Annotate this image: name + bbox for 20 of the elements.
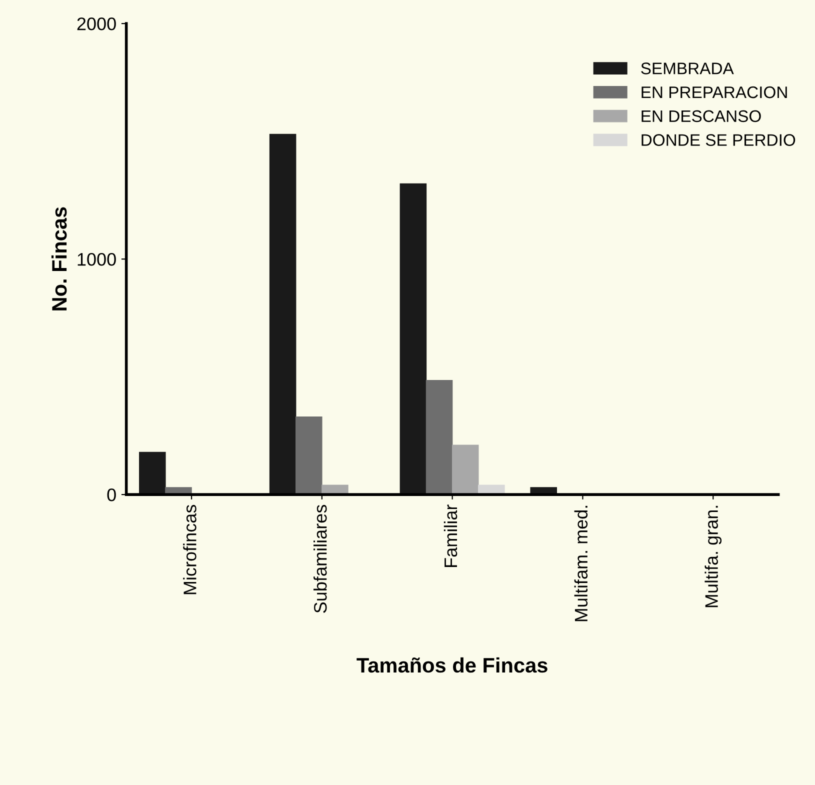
y-tick-label: 2000: [77, 17, 116, 30]
x-axis-title: Tamaños de Fincas: [356, 657, 548, 673]
y-tick-label: 0: [107, 488, 116, 502]
bar: [269, 134, 296, 495]
x-tick-label: Subfamiliares: [314, 504, 327, 613]
legend-label: SEMBRADA: [641, 62, 734, 74]
x-tick-label: Multifam. med.: [574, 506, 588, 622]
x-tick-label: Microfincas: [183, 504, 196, 594]
bar: [139, 452, 166, 495]
legend-label: EN PREPARACION: [642, 86, 787, 98]
y-tick-label: 1000: [78, 252, 116, 266]
legend-label: DONDE SE PERDIO: [642, 134, 796, 146]
bar: [426, 380, 453, 495]
bar: [452, 444, 479, 495]
y-axis-title: No. Fincas: [51, 207, 67, 310]
x-tick-label: Familiar: [444, 504, 458, 567]
bar: [400, 183, 427, 495]
x-tick-label: Multifa. gran.: [704, 506, 722, 608]
bar: [295, 416, 322, 495]
legend-label: EN DESCANSO: [642, 110, 761, 122]
